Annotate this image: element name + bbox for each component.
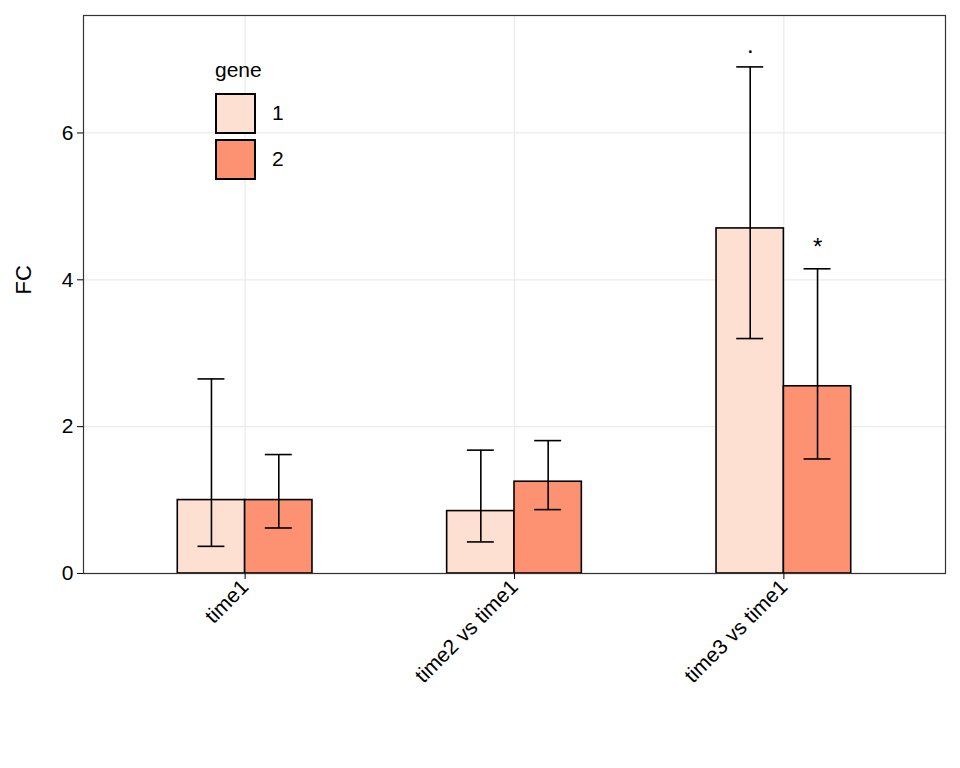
svg-text:time3 vs time1: time3 vs time1 <box>679 575 791 687</box>
svg-text:*: * <box>813 233 822 260</box>
svg-text:6: 6 <box>62 121 74 144</box>
html-text:1: 1 <box>272 101 284 124</box>
svg-text:.: . <box>747 31 754 58</box>
svg-text:0: 0 <box>62 561 74 584</box>
html-text:2: 2 <box>272 147 284 170</box>
svg-text:FC: FC <box>11 265 36 294</box>
svg-text:time1: time1 <box>200 575 253 628</box>
html-text:gene: gene <box>215 58 262 81</box>
svg-text:time2 vs time1: time2 vs time1 <box>410 575 522 687</box>
svg-text:2: 2 <box>62 414 74 437</box>
svg-text:4: 4 <box>62 268 74 291</box>
